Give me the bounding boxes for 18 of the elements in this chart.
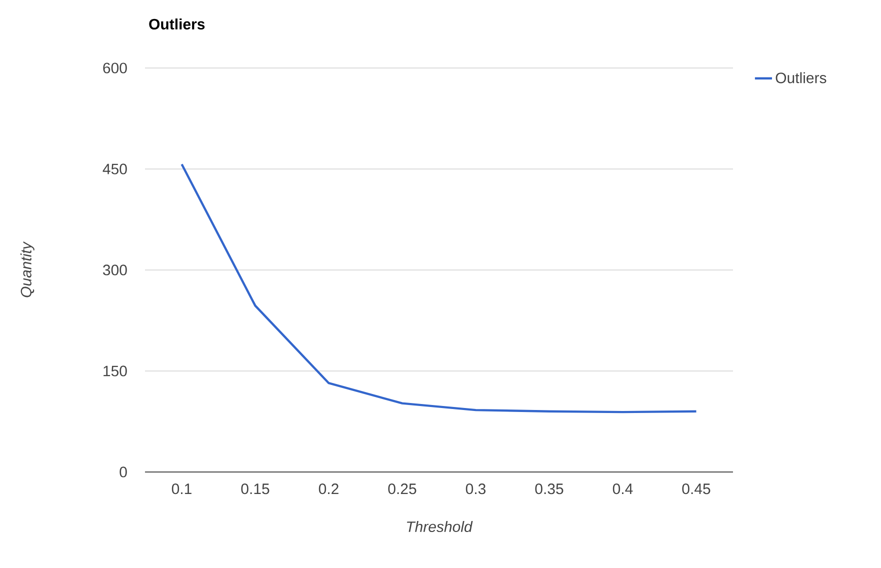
- x-tick-label: 0.35: [535, 484, 564, 494]
- y-tick-label: 150: [104, 366, 127, 376]
- y-tick-label: 300: [103, 264, 127, 276]
- y-axis-title: Quantity: [20, 241, 34, 298]
- x-tick-label: 0.3: [466, 484, 486, 494]
- x-tick-label: 0.1: [172, 484, 192, 494]
- x-tick-label: 0.25: [388, 484, 416, 494]
- line-series: [180, 163, 698, 414]
- legend-label: Outliers: [776, 72, 826, 84]
- y-tick-label: 450: [102, 164, 127, 174]
- x-axis-title: Threshold: [406, 521, 473, 532]
- x-tick-label: 0.4: [612, 484, 633, 494]
- y-tick-label: 600: [103, 62, 127, 74]
- chart-title: Outliers: [149, 18, 205, 30]
- x-tick-label: 0.2: [318, 484, 338, 494]
- x-tick-label: 0.15: [241, 484, 270, 494]
- x-tick-label: 0.45: [682, 484, 710, 494]
- y-tick-label: 0: [120, 466, 127, 478]
